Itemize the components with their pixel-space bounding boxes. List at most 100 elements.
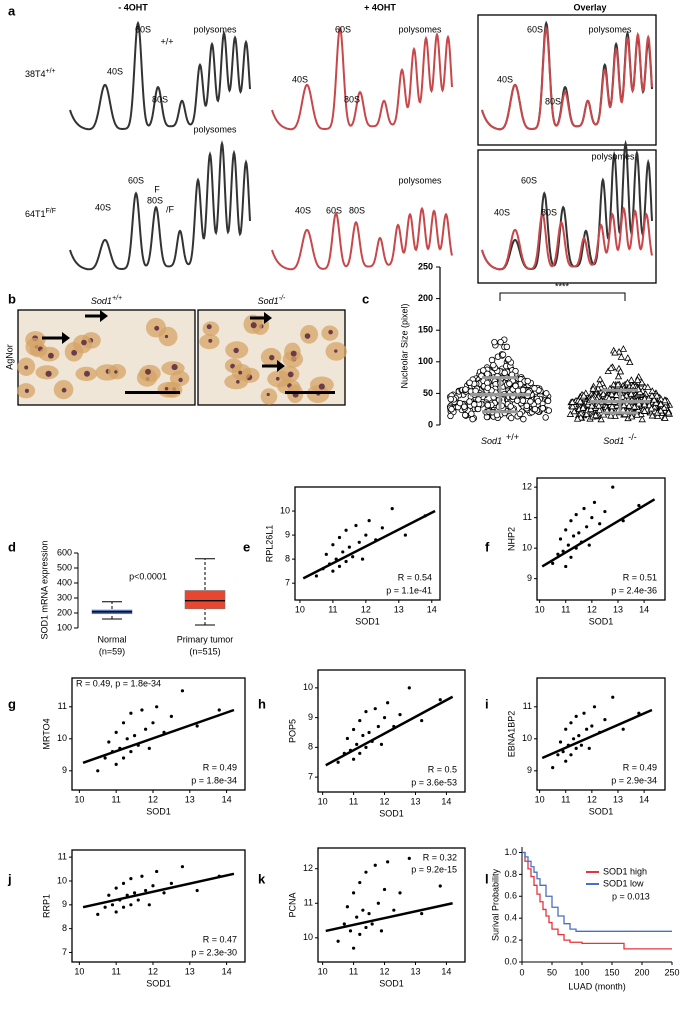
point	[580, 391, 588, 399]
row-label-main: 64T1	[25, 209, 46, 219]
nucleolus	[61, 387, 67, 393]
y-tick-label: 11	[58, 852, 67, 862]
point	[438, 884, 442, 888]
peak-label: 40S	[295, 205, 311, 215]
point	[614, 380, 622, 388]
scale-bar	[285, 391, 335, 394]
point	[648, 391, 656, 399]
point	[568, 398, 577, 405]
survival-curve	[522, 851, 672, 950]
point	[647, 404, 656, 412]
point	[364, 533, 368, 537]
row-label-sup: +/+	[46, 68, 56, 75]
x-tick-label: 12	[148, 794, 158, 804]
panel-label: i	[485, 696, 489, 711]
n-label: (n=59)	[99, 646, 125, 656]
point	[331, 569, 335, 573]
point	[129, 903, 133, 907]
x-tick-label: 11	[328, 604, 337, 614]
point	[633, 376, 642, 383]
point	[633, 411, 641, 418]
point	[125, 737, 129, 741]
point	[620, 401, 628, 409]
fit-line	[82, 708, 235, 764]
point	[544, 397, 552, 405]
plot-frame	[536, 677, 666, 791]
y-axis-label: Surival Probability	[490, 868, 500, 941]
plot-frame	[536, 477, 666, 601]
point	[461, 403, 468, 410]
y-tick-label: 7	[62, 947, 67, 957]
point	[543, 390, 550, 397]
y-tick-label: 8	[308, 742, 313, 752]
category-label: Sod1 +/+	[481, 432, 519, 446]
point	[398, 891, 402, 895]
y-tick-label: 9	[527, 765, 532, 775]
x-tick-label: 13	[613, 604, 623, 614]
nucleolus	[114, 370, 118, 374]
point	[121, 721, 126, 725]
nucleolus	[24, 388, 30, 393]
p-annotation: p = 2.3e-30	[191, 947, 237, 957]
point	[569, 555, 573, 559]
point	[382, 887, 387, 892]
y-axis-label: RPL26L1	[264, 525, 274, 563]
nucleolus	[81, 339, 87, 346]
x-tick-label: 14	[427, 604, 437, 614]
p-annotation: p = 1.8e-34	[191, 775, 237, 785]
point	[471, 401, 478, 408]
peak-label: 80S	[152, 94, 168, 104]
point	[590, 516, 594, 520]
point	[551, 766, 555, 770]
point	[469, 415, 476, 423]
image-label: Sod1+/+	[91, 295, 122, 307]
row-label-main: 38T4	[25, 69, 46, 79]
peak-label: /F	[166, 204, 175, 214]
point	[630, 402, 639, 410]
point	[136, 898, 140, 902]
point	[574, 513, 578, 517]
n-label: (n=515)	[189, 646, 220, 656]
plot-frame	[317, 669, 466, 793]
point	[640, 407, 649, 414]
arrow-head	[100, 310, 108, 322]
point	[604, 367, 612, 375]
category-sup: +/+	[506, 432, 519, 442]
point	[103, 756, 107, 760]
point	[614, 372, 623, 380]
point	[379, 742, 384, 746]
y-tick-label: 100	[418, 356, 433, 366]
point	[551, 561, 555, 566]
peak-label: 80S	[147, 195, 163, 205]
point	[420, 718, 424, 723]
arrow-head	[277, 360, 285, 372]
y-tick-label: 9	[308, 712, 313, 722]
y-axis-label: Nucleolar Size (pixel)	[399, 303, 409, 388]
point	[574, 714, 578, 719]
point	[582, 711, 586, 715]
point	[499, 351, 507, 358]
y-tick-label: 0.0	[504, 956, 517, 966]
point	[351, 555, 355, 559]
fit-line	[325, 695, 454, 767]
y-tick-label: 10	[57, 733, 67, 743]
y-tick-label: 100	[57, 622, 72, 632]
point	[195, 888, 199, 893]
x-tick-label: 14	[441, 796, 451, 806]
overlay-frame	[477, 149, 657, 284]
peak-label: 40S	[95, 202, 111, 212]
point	[147, 746, 151, 751]
x-tick-label: 14	[222, 966, 232, 976]
peak-label: 40S	[494, 207, 510, 217]
point	[337, 535, 342, 540]
panel-label: l	[485, 871, 489, 886]
row-label: 64T1F/F	[25, 208, 56, 220]
point	[607, 411, 615, 419]
point	[114, 886, 118, 890]
y-axis-label: NHP2	[506, 527, 516, 551]
point	[382, 716, 387, 720]
panel-label: b	[8, 291, 16, 306]
panel-label: a	[8, 3, 16, 18]
y-tick-label: 9	[527, 573, 532, 583]
image-label: Sod1-/-	[258, 295, 286, 307]
